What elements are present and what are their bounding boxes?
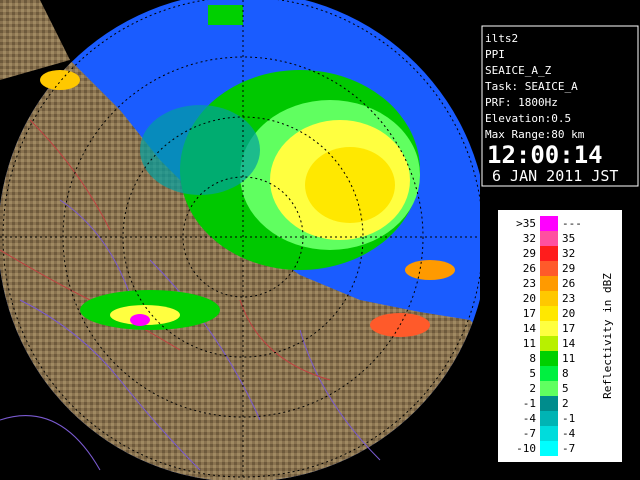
legend-high: 23 <box>562 292 575 305</box>
legend-high: 11 <box>562 352 575 365</box>
legend-high: 14 <box>562 337 576 350</box>
legend-low: 17 <box>523 307 536 320</box>
land <box>0 0 70 80</box>
legend-swatch <box>540 381 558 396</box>
legend-swatch <box>540 306 558 321</box>
legend-swatch <box>540 411 558 426</box>
legend-low: 23 <box>523 277 536 290</box>
legend-swatch <box>540 426 558 441</box>
range-rings <box>0 0 483 480</box>
legend-high: 2 <box>562 397 569 410</box>
legend-swatch <box>540 441 558 456</box>
legend-low: 32 <box>523 232 536 245</box>
legend-low: 11 <box>523 337 536 350</box>
mode: PPI <box>485 48 505 61</box>
rivers <box>0 199 381 471</box>
prf: PRF: 1800Hz <box>485 96 558 109</box>
legend-low: -4 <box>523 412 537 425</box>
legend-swatch <box>540 351 558 366</box>
legend-swatch <box>540 366 558 381</box>
legend-high: --- <box>562 217 582 230</box>
map <box>0 0 483 480</box>
legend-swatch <box>540 216 558 231</box>
legend-box <box>498 210 622 462</box>
legend-title: Reflectivity in dBZ <box>601 273 614 399</box>
legend-swatch <box>540 336 558 351</box>
legend-swatch <box>540 396 558 411</box>
max-range: Max Range:80 km <box>485 128 585 141</box>
legend-low: -7 <box>523 427 536 440</box>
legend-swatch <box>540 231 558 246</box>
legend-high: 5 <box>562 382 569 395</box>
time: 12:00:14 <box>487 141 603 169</box>
legend-high: -1 <box>562 412 575 425</box>
task: Task: SEAICE_A <box>485 80 578 93</box>
date: 6 JAN 2011 JST <box>492 167 618 185</box>
legend-high: 17 <box>562 322 575 335</box>
legend-high: -4 <box>562 427 576 440</box>
legend-high: 8 <box>562 367 569 380</box>
legend-low: >35 <box>516 217 536 230</box>
legend-swatch <box>540 276 558 291</box>
legend-low: 20 <box>523 292 536 305</box>
legend-high: 26 <box>562 277 575 290</box>
legend-swatch <box>540 321 558 336</box>
legend-low: 26 <box>523 262 536 275</box>
info-box <box>481 25 639 187</box>
legend-low: 29 <box>523 247 536 260</box>
legend-low: -1 <box>523 397 536 410</box>
legend-high: 32 <box>562 247 575 260</box>
legend-swatch <box>540 246 558 261</box>
legend-low: 2 <box>529 382 536 395</box>
legend-swatch <box>540 261 558 276</box>
legend-low: 8 <box>529 352 536 365</box>
echoes <box>40 5 455 337</box>
legend-low: -10 <box>516 442 536 455</box>
elevation: Elevation:0.5 <box>485 112 571 125</box>
legend-high: -7 <box>562 442 575 455</box>
legend-high: 20 <box>562 307 575 320</box>
legend-swatch <box>540 291 558 306</box>
legend-high: 29 <box>562 262 575 275</box>
product: SEAICE_A_Z <box>485 64 552 77</box>
legend-high: 35 <box>562 232 575 245</box>
legend-low: 14 <box>523 322 537 335</box>
legend-low: 5 <box>529 367 536 380</box>
station: ilts2 <box>485 32 518 45</box>
